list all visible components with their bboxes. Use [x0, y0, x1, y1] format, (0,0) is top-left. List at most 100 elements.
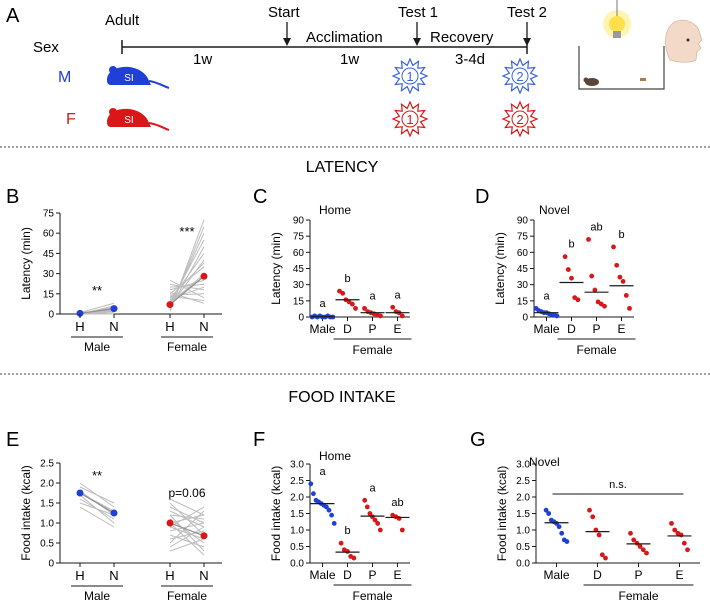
panel-e-mean-point: [200, 532, 208, 540]
panel-c-significance-letter: a: [319, 298, 326, 310]
duration-3-4d: 3-4d: [455, 51, 485, 68]
panel-e-letter: E: [6, 429, 19, 451]
panel-d-letter: D: [475, 186, 489, 208]
panel-f-letter: F: [253, 429, 265, 451]
panel-e-individual-line: [169, 538, 205, 552]
panel-d-y-tick-label: 90: [517, 216, 529, 227]
panel-g-data-point: [681, 540, 687, 546]
panel-g-letter: G: [470, 429, 486, 451]
panel-b-individual-line: [169, 279, 205, 299]
panel-b-y-tick-label: 45: [43, 249, 55, 260]
panel-g-food-intake-novel: G Novel 0.0 0.5 1.0 1.5 2.0 2.5 3.0 Food intake (…: [470, 429, 700, 603]
female-mouse-icon: SI: [107, 108, 170, 131]
panel-c-x-tick-label: P: [368, 322, 376, 336]
panel-b-mean-line: [79, 308, 115, 314]
food-pellet-icon: [640, 78, 646, 81]
panel-b-y-tick-label: 15: [43, 289, 55, 300]
panel-d-data-point: [569, 275, 574, 281]
panel-e-individual-line: [169, 506, 205, 524]
panel-c-y-tick-label: 75: [293, 232, 305, 243]
panel-g-data-point: [669, 521, 674, 526]
human-face-icon: [665, 19, 703, 63]
panel-f-y-tick-label: 3.0: [290, 460, 304, 471]
panel-g-annotation: n.s.: [609, 479, 627, 491]
panel-f-title: Home: [319, 449, 351, 463]
panel-b-individual-line: [169, 283, 205, 291]
panel-f-data-point: [345, 549, 350, 554]
panel-g-group-label: Female: [618, 589, 658, 603]
panel-g-title: Novel: [529, 455, 560, 469]
panel-f-data-point: [311, 491, 316, 497]
acclimation-label: Acclimation: [306, 29, 383, 46]
panel-f-data-point: [364, 504, 370, 510]
sex-label: Sex: [33, 39, 59, 56]
panel-g-data-point: [631, 537, 637, 543]
panel-b-mean-line: [169, 275, 205, 306]
adult-label: Adult: [105, 12, 140, 29]
test2-female-badge: 2: [501, 100, 539, 138]
panel-g-x-tick-label: Male: [543, 568, 569, 582]
panel-g-data-point: [587, 507, 592, 513]
cage-icon: [578, 46, 665, 90]
latency-section-title: LATENCY: [306, 159, 379, 176]
male-sex-label: M: [58, 69, 71, 86]
panel-e-x-tick-label: N: [109, 568, 118, 583]
panel-e-mean-point: [110, 509, 118, 517]
panel-e-x-tick-label: H: [75, 568, 84, 583]
panel-g-y-tick-label: 1.0: [516, 526, 530, 537]
panel-a-letter: A: [6, 5, 20, 27]
panel-e-mean-line: [169, 522, 205, 537]
panel-f-data-point: [326, 507, 332, 513]
panel-e-individual-line: [169, 510, 205, 544]
test1-female-badge-label: 1: [406, 112, 413, 127]
panel-d-significance-letter: b: [618, 229, 624, 241]
panel-b-mean-point: [200, 272, 208, 280]
panel-f-data-point: [351, 555, 357, 561]
panel-b-individual-line: [169, 283, 205, 288]
panel-b-individual-line: [79, 302, 115, 314]
panel-c-data-point: [353, 305, 358, 311]
panel-g-data-point: [678, 532, 684, 538]
panel-c-title: Home: [319, 203, 351, 217]
panel-b-individual-line: [169, 266, 205, 295]
panel-c-significance-letter: a: [369, 290, 376, 302]
panel-b-y-tick-label: 0: [48, 310, 54, 321]
panel-c-data-point: [349, 301, 355, 307]
panel-g-data-point: [590, 514, 596, 520]
panel-d-x-tick-label: D: [567, 322, 576, 336]
panel-d-significance-letter: ab: [590, 221, 602, 233]
panel-b-x-tick-label: H: [165, 319, 174, 334]
panel-f-y-tick-label: 2.5: [290, 476, 304, 487]
panel-e-mean-line: [79, 492, 115, 514]
panel-b-annotation: **: [92, 283, 102, 298]
panel-b-x-tick-label: N: [199, 319, 208, 334]
panel-g-y-tick-label: 1.5: [516, 509, 530, 520]
panel-d-data-point: [575, 297, 581, 303]
panel-b-group-label: Female: [167, 340, 207, 354]
panel-g-y-tick-label: 3.0: [516, 460, 530, 471]
panel-e-annotation: p=0.06: [168, 486, 205, 500]
panel-f-y-tick-label: 1.0: [290, 526, 304, 537]
panel-d-y-tick-label: 0: [522, 313, 528, 324]
test1-label: Test 1: [398, 4, 438, 21]
panel-d-latency-novel: D Novel 0 15 30 45 60 75 90 Latency (min) Male a Db P…: [475, 186, 636, 357]
panel-g-y-tick-label: 2.5: [516, 476, 530, 487]
panel-b-individual-line: [169, 232, 205, 308]
panel-e-mean-point: [76, 489, 84, 497]
panel-d-data-point: [589, 273, 595, 279]
panel-g-data-point: [559, 530, 565, 536]
panel-g-data-point: [599, 552, 605, 558]
panel-e-group-label: Male: [84, 589, 110, 603]
panel-f-data-point: [375, 521, 381, 526]
panel-e-y-tick-label: 0.5: [40, 539, 54, 550]
panel-f-data-point: [331, 521, 337, 526]
panel-e-y-tick-label: 0: [48, 559, 54, 570]
panel-b-individual-line: [169, 291, 205, 304]
panel-e-individual-line: [79, 502, 115, 516]
panel-f-significance-letter: ab: [391, 497, 403, 509]
panel-f-x-tick-label: Male: [309, 568, 335, 582]
panel-e-x-tick-label: H: [165, 568, 174, 583]
test1-female-badge: 1: [391, 100, 429, 138]
panel-c-x-tick-label: Male: [309, 322, 335, 336]
panel-d-data-point: [620, 279, 626, 284]
